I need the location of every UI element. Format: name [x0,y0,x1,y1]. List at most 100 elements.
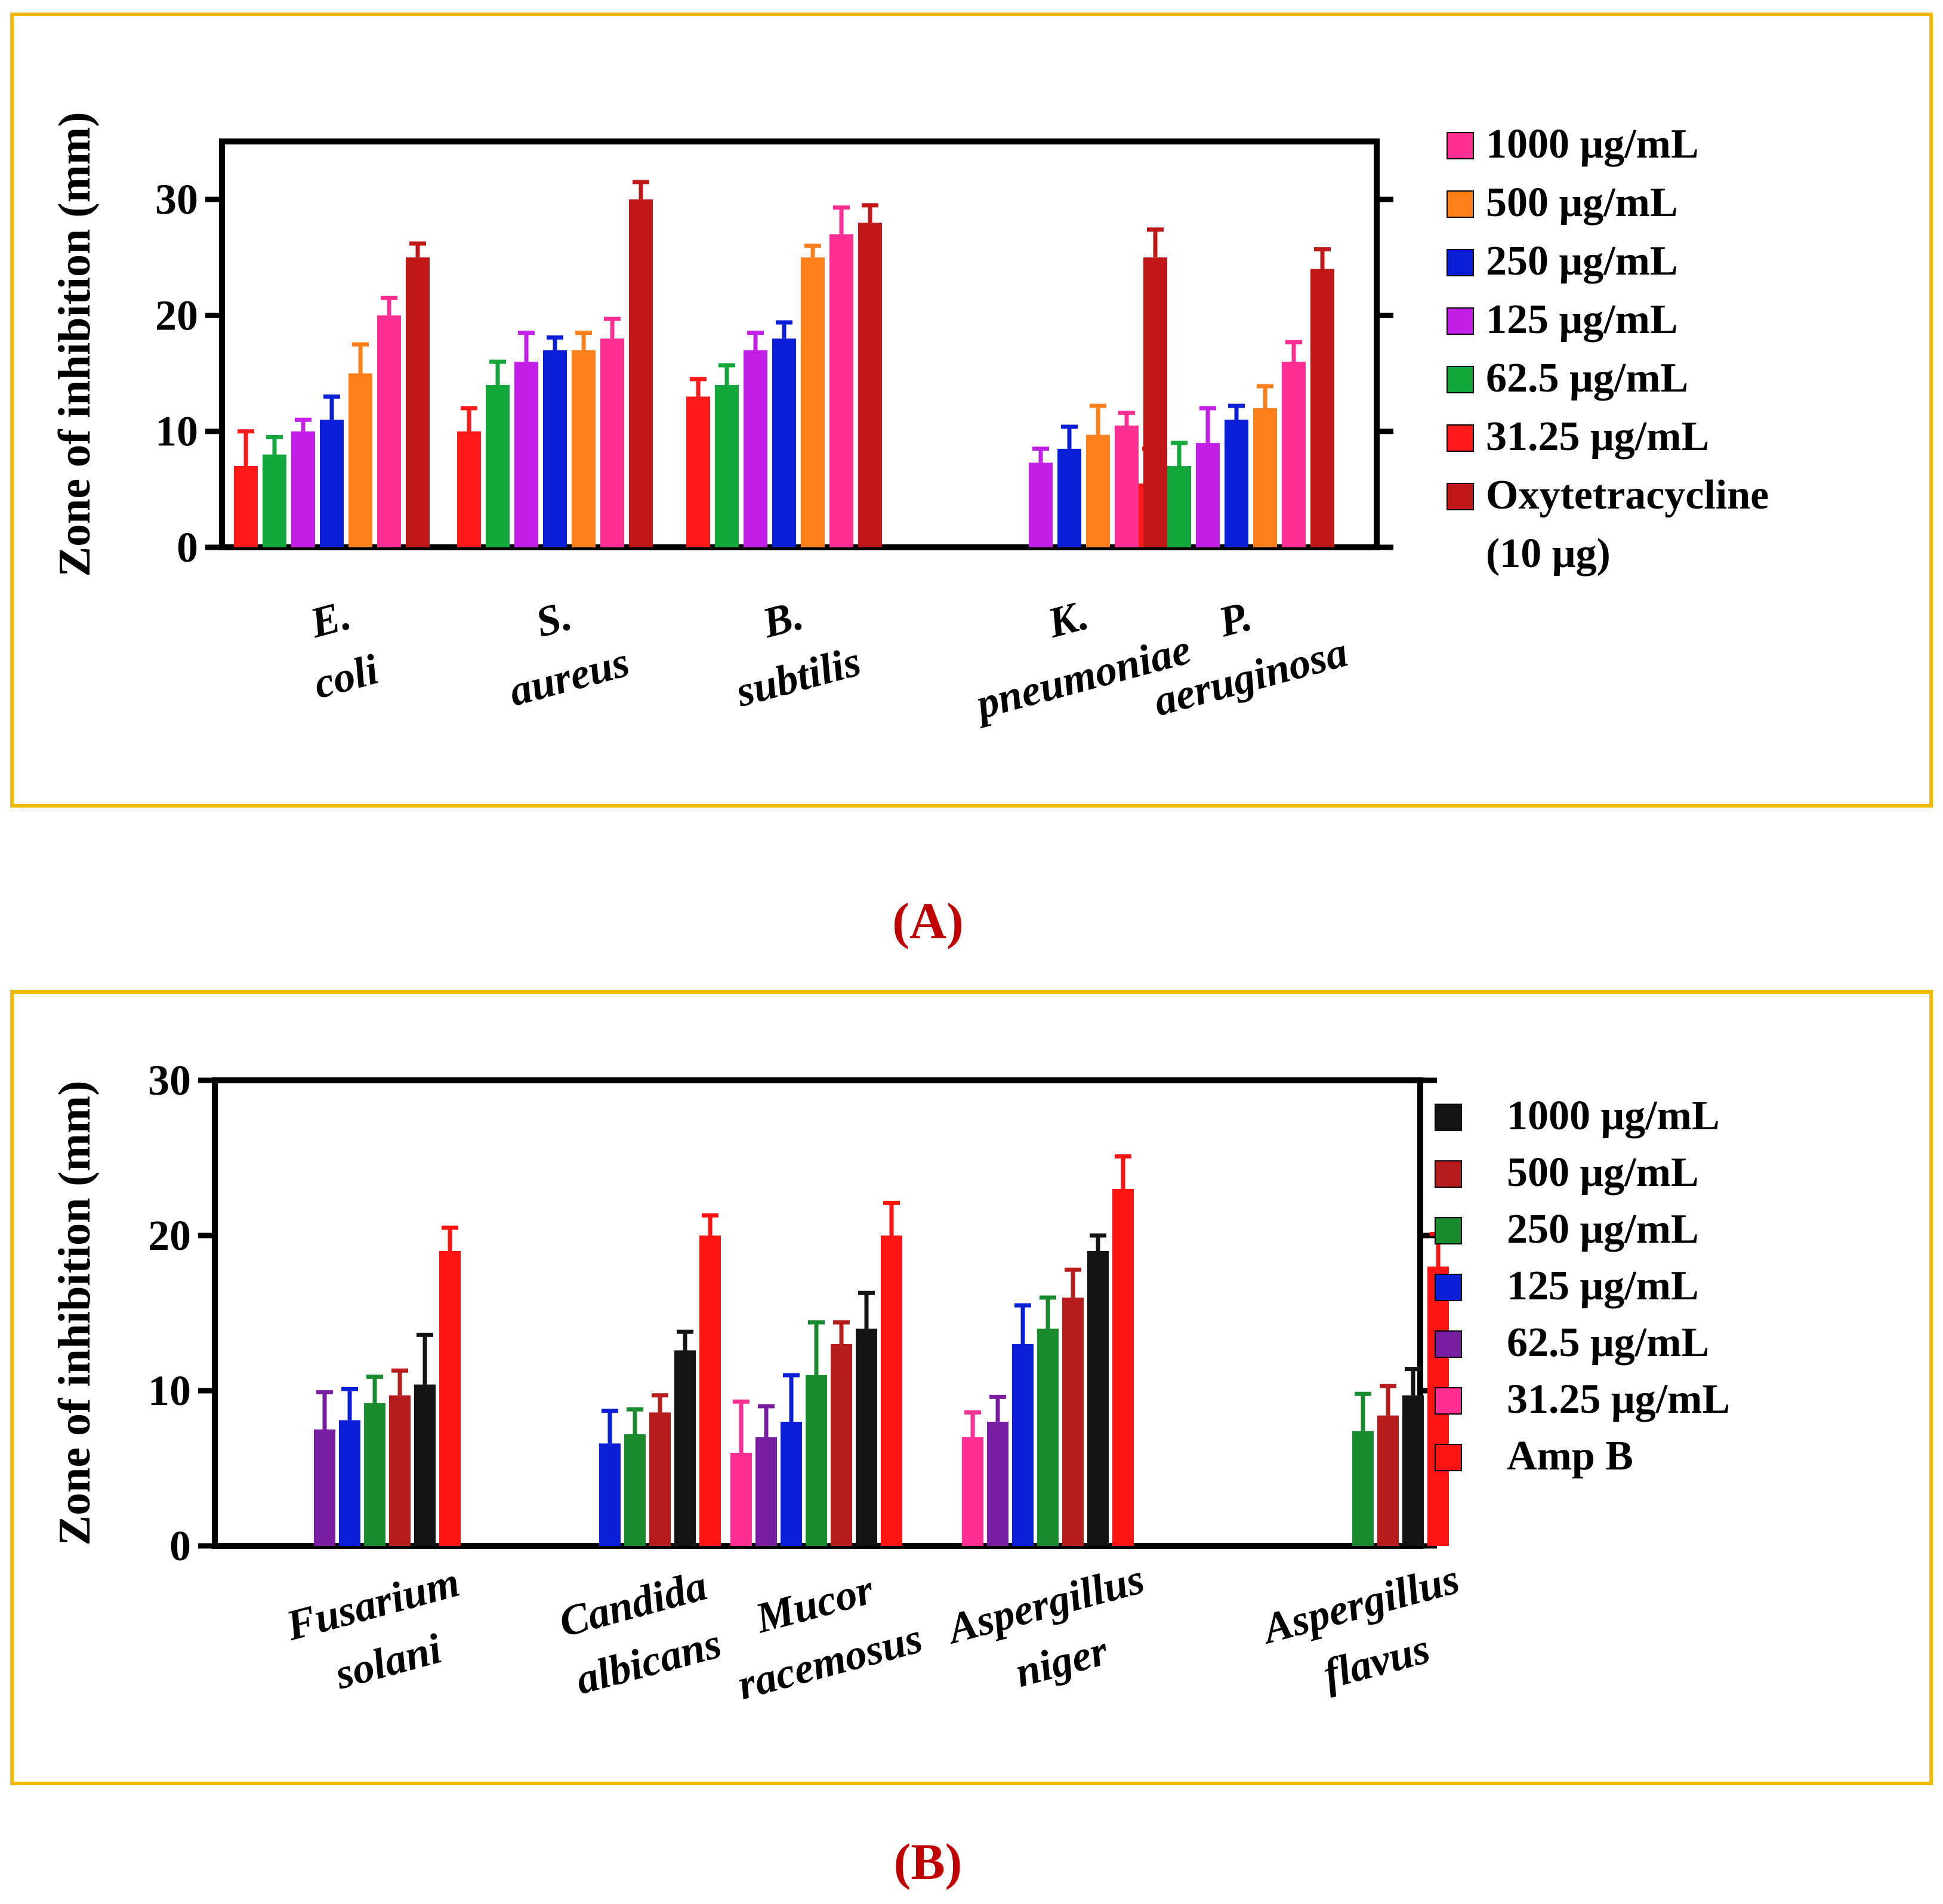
legend-label: 250 μg/mL [1507,1206,1699,1252]
panel-a-frame [10,13,1933,808]
category-label: Aspergillusniger [940,1555,1164,1711]
bar [699,1236,721,1546]
bar [1253,408,1277,547]
bar [600,338,624,547]
y-tick-label: 20 [155,291,198,339]
legend-label: 250 μg/mL [1486,238,1678,284]
bar [599,1443,621,1546]
y-tick-label: 0 [177,523,198,571]
bar [1012,1344,1034,1546]
category-label-line: Aspergillus [940,1555,1149,1653]
category-label-line: subtilis [730,637,866,716]
bar [514,362,538,547]
bar [715,385,739,547]
legend-swatch [1447,366,1474,393]
panel-b: 0 10 20 30 Zone of inhibition (mm) Fusariumso… [10,990,1933,1785]
bar [781,1422,802,1546]
category-label-line: P. [1213,591,1257,646]
category-label-line: K. [1043,591,1093,648]
legend-label: Amp B [1507,1433,1633,1479]
legend-swatch [1435,1104,1462,1131]
bar [377,315,401,547]
legend-label: 62.5 μg/mL [1486,355,1688,401]
category-label-line: E. [305,591,356,648]
bar [1143,257,1167,547]
category-label-line: flavus [1318,1624,1435,1698]
bar [1029,463,1053,547]
legend-swatch [1435,1330,1462,1358]
legend-label: 500 μg/mL [1507,1150,1699,1196]
y-tick-label: 10 [155,408,198,455]
category-label: S.aureus [489,580,634,716]
bar [291,431,315,547]
bar [649,1412,671,1546]
bar [1086,435,1110,547]
y-axis-title: Zone of inhibition (mm) [50,1080,100,1545]
bar [1310,269,1334,547]
y-tick-label: 30 [148,1056,191,1104]
bar [364,1403,385,1546]
bar [1352,1431,1374,1546]
bar [414,1384,436,1546]
legend-swatch [1435,1274,1462,1301]
bar [406,257,430,547]
bar [486,385,510,547]
bar [674,1350,696,1546]
legend-swatch [1435,1444,1462,1471]
legend-swatch [1447,190,1474,218]
y-tick-label: 0 [169,1522,191,1570]
bar [755,1437,777,1546]
category-label-line: Aspergillus [1256,1555,1464,1653]
panel-b-frame [10,990,1933,1785]
bar [1112,1189,1134,1546]
bar [263,454,286,547]
bar [320,420,344,547]
bar [829,234,853,547]
bar [772,338,796,547]
bar [572,350,596,547]
bar [543,350,567,547]
plot-frame [219,138,1380,550]
category-label: E.coli [293,587,383,708]
legend-swatch [1435,1160,1462,1188]
bar [806,1375,827,1546]
panel-b-label: (B) [894,1833,963,1890]
bar [881,1236,902,1546]
legend-swatch [1435,1217,1462,1244]
category-label-line: niger [1010,1626,1113,1696]
legend-swatch [1447,424,1474,452]
bar [1037,1329,1059,1546]
legend-label: 500 μg/mL [1486,180,1678,226]
category-label: Candidaalbicans [554,1561,727,1704]
bar [389,1395,411,1546]
bar [686,396,710,547]
bar [730,1453,752,1546]
legend-swatch [1435,1387,1462,1415]
legend-label: 31.25 μg/mL [1507,1376,1730,1422]
y-tick-label: 20 [148,1212,191,1259]
bar [1062,1298,1084,1546]
category-label: Mucorracemosus [717,1556,927,1709]
bar [856,1329,877,1546]
bar [339,1420,360,1546]
bar [629,199,653,548]
legend-label: Oxytetracycline [1486,472,1769,518]
panel-b-chart: 0 10 20 30 Zone of inhibition (mm) Fusariumso… [50,1056,1730,1711]
y-axis-title: Zone of inhibition (mm) [50,112,100,577]
bar [744,350,767,547]
bar [1196,443,1220,547]
legend-label: 125 μg/mL [1507,1263,1699,1309]
category-label: Aspergillusflavus [1256,1555,1479,1711]
panel-a-label: (A) [892,892,963,950]
legend-swatch [1447,249,1474,276]
bar [801,257,825,547]
bar [1057,448,1081,547]
y-tick-label: 10 [148,1367,191,1415]
bar [624,1434,646,1546]
legend-label: 62.5 μg/mL [1507,1320,1709,1366]
legend-swatch [1447,307,1474,335]
bar [439,1251,461,1546]
bar [1402,1395,1424,1546]
category-label-line: B. [757,591,808,648]
legend-label: 31.25 μg/mL [1486,414,1709,460]
